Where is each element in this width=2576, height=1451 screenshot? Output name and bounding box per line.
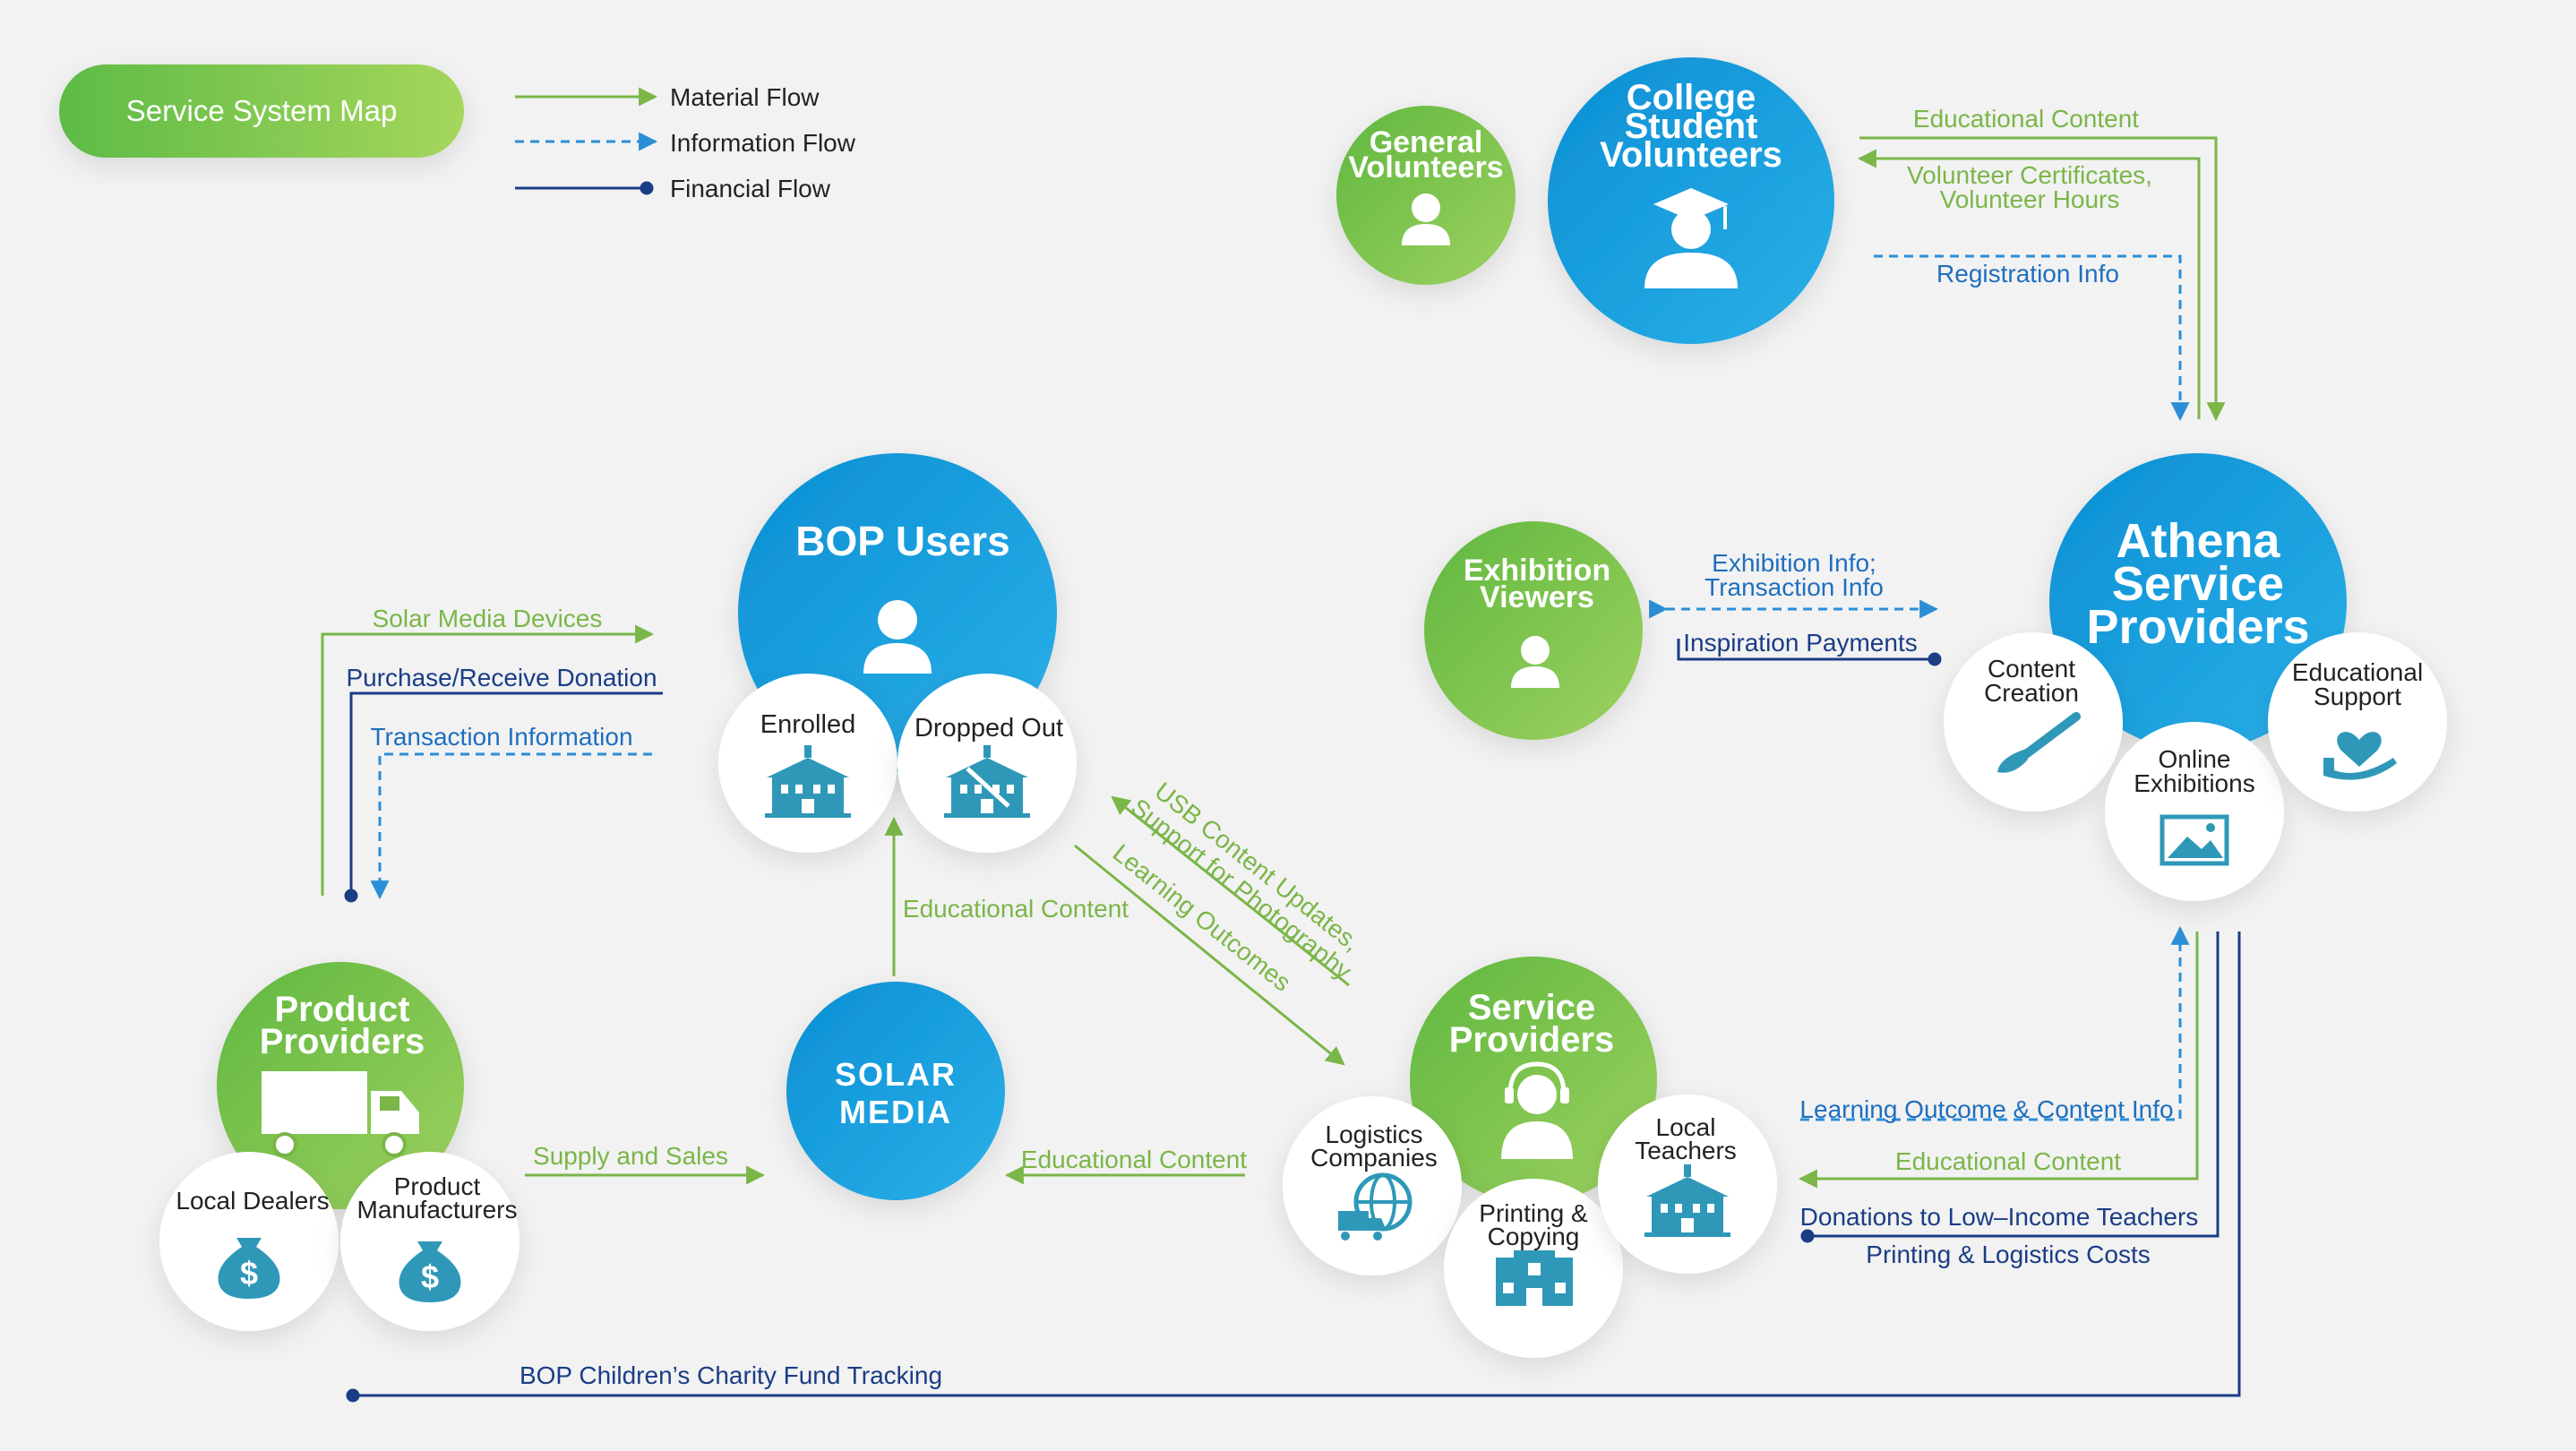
node-service-providers: Service Providers Logistics Companies bbox=[1283, 957, 1777, 1358]
logistics-label-2: Companies bbox=[1310, 1144, 1438, 1172]
flow-registration-info-label: Registration Info bbox=[1936, 260, 2119, 288]
node-general-volunteers: General Volunteers bbox=[1336, 106, 1516, 285]
athena-label-2: Service bbox=[2112, 557, 2284, 611]
subnode-printing: Printing & Copying bbox=[1444, 1179, 1623, 1358]
online-exhibitions-label-1: Online bbox=[2159, 745, 2231, 773]
content-creation-label-2: Creation bbox=[1984, 679, 2079, 707]
heart-hand-icon bbox=[2323, 732, 2397, 780]
flow-usb-updates bbox=[1111, 795, 1350, 987]
legend-information: Information Flow bbox=[670, 129, 856, 157]
headset-icon bbox=[1501, 1061, 1573, 1159]
service-providers-label-1: Service bbox=[1468, 988, 1595, 1027]
subnode-enrolled: Enrolled bbox=[718, 674, 897, 853]
subnode-local-teachers: Local Teachers bbox=[1598, 1095, 1777, 1274]
legend-financial: Financial Flow bbox=[670, 175, 831, 202]
flow-inspiration-payments bbox=[1677, 639, 1942, 666]
node-athena: Athena Service Providers Content Creatio… bbox=[1944, 453, 2447, 901]
flow-solar-media-devices bbox=[321, 624, 655, 896]
solar-media-label-2: MEDIA bbox=[839, 1094, 952, 1130]
flow-edu-content-athena-service bbox=[1798, 932, 2199, 1189]
flow-purchase-donation-label: Purchase/Receive Donation bbox=[346, 664, 657, 691]
teachers-label-1: Local bbox=[1656, 1113, 1716, 1141]
truck-icon bbox=[262, 1071, 419, 1157]
flow-volunteer-certs bbox=[1857, 149, 2201, 419]
flow-exhibition-info-label-1: Exhibition Info; bbox=[1712, 549, 1876, 577]
globe-truck-icon bbox=[1338, 1172, 1413, 1241]
dropped-out-label: Dropped Out bbox=[914, 714, 1063, 743]
flow-inspiration-payments-label: Inspiration Payments bbox=[1683, 629, 1917, 657]
flow-registration-info bbox=[1874, 254, 2190, 422]
picture-frame-icon bbox=[2160, 814, 2229, 866]
node-college-volunteers: College Student Volunteers bbox=[1548, 57, 1834, 344]
printing-label-2: Copying bbox=[1488, 1223, 1580, 1250]
solar-media-label-1: SOLAR bbox=[835, 1056, 957, 1093]
general-volunteers-label-2: Volunteers bbox=[1348, 150, 1503, 185]
flow-volunteer-certs-label-1: Volunteer Certificates, bbox=[1907, 161, 2152, 189]
node-bop-users: BOP Users Enrolled Dropped Out bbox=[718, 453, 1077, 853]
flow-purchase-donation bbox=[344, 691, 663, 903]
subnode-content-creation: Content Creation bbox=[1944, 632, 2123, 811]
online-exhibitions-label-2: Exhibitions bbox=[2134, 769, 2254, 797]
flow-solar-media-devices-label: Solar Media Devices bbox=[373, 605, 603, 632]
flow-printing-logistics-costs-label: Printing & Logistics Costs bbox=[1866, 1241, 2150, 1268]
flow-donations-teachers-label: Donations to Low–Income Teachers bbox=[1800, 1203, 2199, 1231]
educational-support-label-2: Support bbox=[2314, 683, 2401, 710]
flow-transaction-information bbox=[370, 752, 652, 900]
product-providers-label-1: Product bbox=[274, 990, 409, 1029]
manufacturers-label-2: Manufacturers bbox=[357, 1196, 518, 1223]
legend: Material Flow Information Flow Financial… bbox=[515, 83, 856, 202]
subnode-logistics: Logistics Companies bbox=[1283, 1096, 1462, 1275]
service-providers-label-2: Providers bbox=[1449, 1020, 1615, 1060]
page-title: Service System Map bbox=[126, 94, 398, 127]
flow-supply-sales-label: Supply and Sales bbox=[533, 1142, 728, 1170]
flow-edu-content-solar-bop-label: Educational Content bbox=[903, 895, 1129, 923]
athena-label-3: Providers bbox=[2086, 600, 2309, 654]
college-volunteers-label-3: Volunteers bbox=[1600, 135, 1782, 175]
subnode-local-dealers: Local Dealers bbox=[159, 1152, 339, 1331]
flow-transaction-information-label: Transaction Information bbox=[370, 723, 632, 751]
legend-material: Material Flow bbox=[670, 83, 820, 111]
flow-edu-content-college-label: Educational Content bbox=[1913, 105, 2139, 133]
subnode-dropped-out: Dropped Out bbox=[897, 674, 1077, 853]
product-providers-label-2: Providers bbox=[260, 1022, 425, 1061]
college-volunteers-label-2: Student bbox=[1625, 107, 1758, 146]
graduate-icon bbox=[1644, 188, 1738, 288]
flow-donations-teachers bbox=[1800, 932, 2220, 1243]
content-creation-label-1: Content bbox=[1988, 655, 2075, 683]
node-exhibition-viewers: Exhibition Viewers bbox=[1424, 521, 1643, 740]
athena-label-1: Athena bbox=[2116, 514, 2280, 568]
printing-building-icon bbox=[1496, 1250, 1573, 1306]
flow-edu-content-service-solar-label: Educational Content bbox=[1021, 1146, 1247, 1173]
educational-support-label-1: Educational bbox=[2292, 658, 2423, 686]
flow-volunteer-certs-label-2: Volunteer Hours bbox=[1940, 185, 2120, 213]
flow-usb-updates-label-1: USB Content Updates, bbox=[1149, 777, 1365, 957]
subnode-educational-support: Educational Support bbox=[2268, 632, 2447, 811]
flow-edu-content-athena-service-label: Educational Content bbox=[1895, 1147, 2121, 1175]
general-volunteers-label-1: General bbox=[1370, 125, 1483, 159]
node-solar-media: SOLAR MEDIA bbox=[786, 982, 1005, 1200]
bop-users-label: BOP Users bbox=[795, 518, 1010, 564]
exhibition-viewers-label-2: Viewers bbox=[1480, 580, 1594, 614]
flow-exhibition-info-label-2: Transaction Info bbox=[1704, 573, 1884, 601]
flow-charity-fund-tracking bbox=[346, 932, 2241, 1403]
subnode-online-exhibitions: Online Exhibitions bbox=[2105, 722, 2284, 901]
flow-edu-content-college bbox=[1859, 136, 2226, 422]
manufacturers-label-1: Product bbox=[394, 1172, 481, 1200]
exhibition-viewers-label-1: Exhibition bbox=[1464, 554, 1610, 588]
logistics-label-1: Logistics bbox=[1326, 1120, 1423, 1148]
enrolled-label: Enrolled bbox=[760, 710, 855, 739]
local-dealers-label: Local Dealers bbox=[176, 1187, 329, 1215]
title-pill: Service System Map bbox=[59, 64, 464, 158]
node-product-providers: Product Providers Local Dealers Product … bbox=[159, 962, 519, 1331]
teachers-label-2: Teachers bbox=[1635, 1137, 1737, 1164]
flow-charity-fund-tracking-label: BOP Children’s Charity Fund Tracking bbox=[519, 1361, 942, 1389]
paintbrush-icon bbox=[1997, 712, 2081, 773]
flow-learning-outcome-content-info bbox=[1800, 925, 2190, 1121]
college-volunteers-label-1: College bbox=[1627, 78, 1756, 117]
flow-learning-outcome-content-info-label: Learning Outcome & Content Info bbox=[1799, 1095, 2173, 1123]
flow-learning-outcomes bbox=[1074, 844, 1345, 1066]
subnode-product-manufacturers: Product Manufacturers bbox=[340, 1152, 519, 1331]
printing-label-1: Printing & bbox=[1479, 1199, 1588, 1227]
